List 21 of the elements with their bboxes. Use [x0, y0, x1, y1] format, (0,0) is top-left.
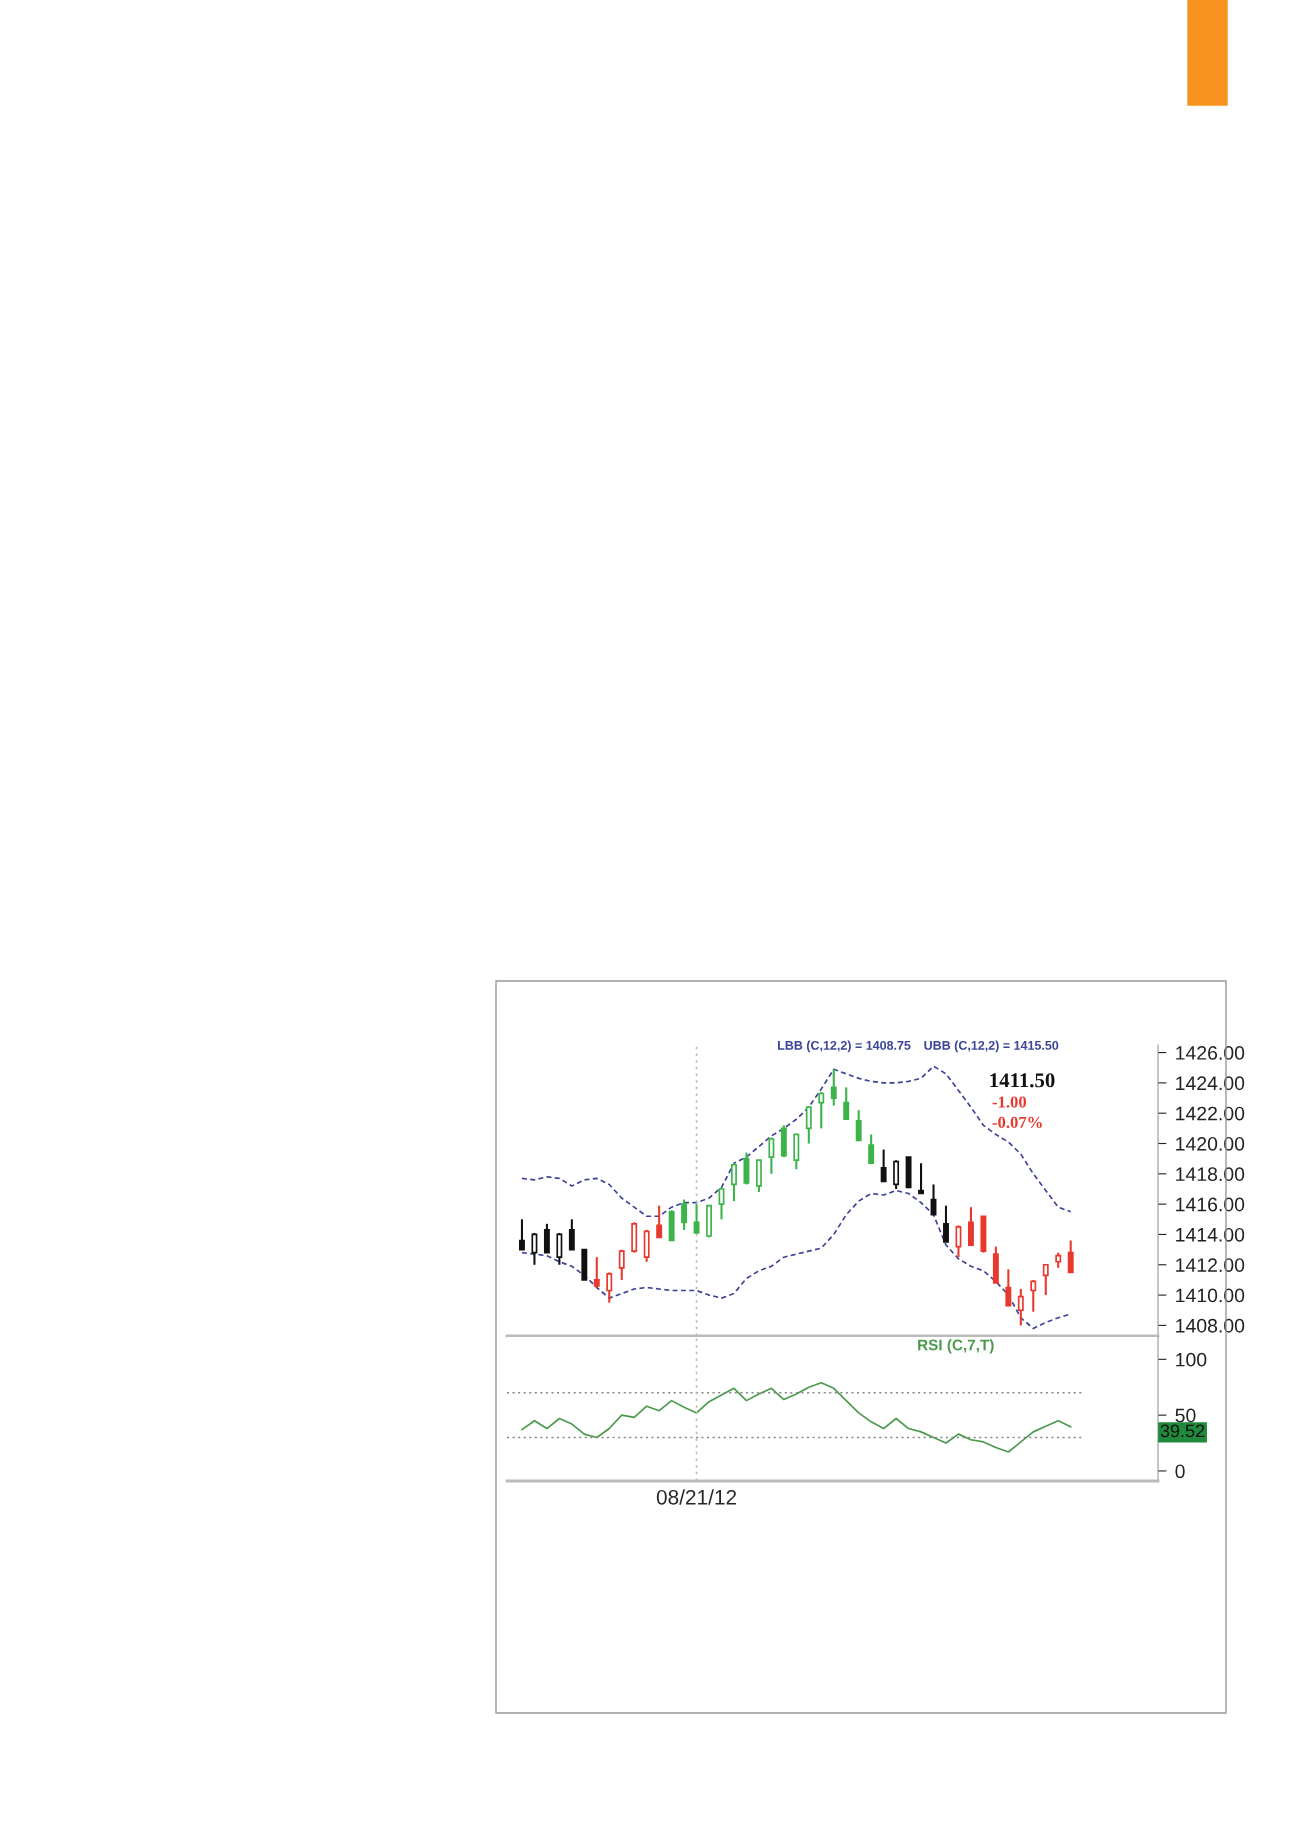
annotation: UBB (C,12,2) = 1415.50 [924, 1040, 1059, 1053]
y-tick-label: 1422.00 [1176, 1106, 1245, 1121]
annotation: LBB (C,12,2) = 1408.75 [778, 1040, 911, 1053]
text: 39.52 [1160, 1424, 1205, 1438]
annotation: RSI (C,7,T) [918, 1339, 994, 1354]
annotation: -0.07% [992, 1116, 1042, 1129]
annotation: -1.00 [992, 1096, 1027, 1108]
y-tick-label: 50 [1175, 1408, 1196, 1423]
y-tick-label: 1414.00 [1176, 1227, 1245, 1242]
y-tick-label: 0 [1175, 1464, 1185, 1479]
x-tick-label: 08/21/12 [656, 1489, 737, 1505]
y-tick-label: 1408.00 [1176, 1318, 1245, 1333]
y-tick-label: 100 [1176, 1352, 1207, 1367]
y-tick-label: 1412.00 [1176, 1258, 1245, 1272]
y-tick-label: 1416.00 [1176, 1197, 1245, 1212]
y-tick-label: 1420.00 [1176, 1136, 1245, 1151]
y-tick-label: 1410.00 [1176, 1288, 1245, 1303]
annotation: 1411.50 [990, 1073, 1055, 1088]
y-tick-label: 1426.00 [1176, 1046, 1245, 1060]
y-tick-label: 1424.00 [1176, 1076, 1245, 1091]
y-tick-label: 1418.00 [1176, 1167, 1245, 1182]
